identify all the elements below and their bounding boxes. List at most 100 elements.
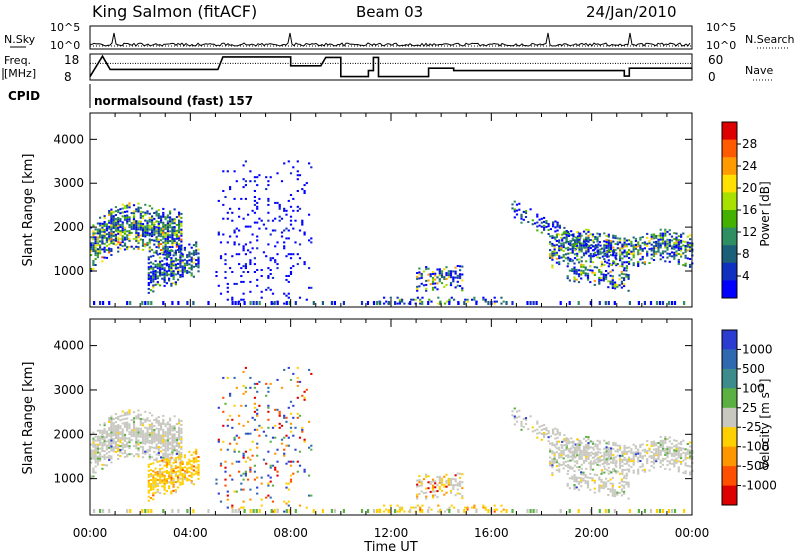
data-cell [244, 243, 247, 246]
data-cell [114, 437, 117, 439]
data-cell [94, 471, 97, 474]
data-cell [675, 246, 678, 249]
data-cell [190, 476, 193, 479]
data-cell [673, 247, 676, 250]
data-cell [429, 273, 432, 276]
data-cell [226, 298, 229, 301]
data-cell [251, 247, 254, 250]
data-cell [169, 210, 172, 213]
data-cell [292, 197, 295, 200]
data-cell [90, 451, 93, 454]
data-cell [437, 296, 440, 299]
data-cell [123, 236, 127, 239]
data-cell [150, 301, 153, 305]
data-cell [425, 475, 428, 478]
data-cell [247, 420, 250, 423]
data-cell [175, 233, 178, 236]
data-cell [92, 441, 95, 444]
data-cell [619, 444, 622, 447]
data-cell [576, 235, 580, 238]
data-cell [101, 431, 104, 434]
data-cell [648, 248, 651, 251]
data-cell [170, 474, 173, 477]
data-cell [607, 241, 610, 244]
data-cell [94, 459, 97, 462]
data-cell [175, 235, 178, 238]
data-cell [561, 446, 564, 449]
data-cell [166, 234, 169, 237]
data-cell [605, 481, 608, 484]
data-cell [117, 232, 120, 235]
data-cell [439, 509, 442, 513]
data-cell [641, 236, 644, 239]
data-cell [242, 452, 245, 455]
data-cell [666, 450, 669, 453]
data-cell [121, 225, 124, 228]
data-cell [267, 267, 270, 270]
data-cell [607, 450, 610, 453]
data-cell [137, 220, 140, 223]
data-cell [135, 443, 138, 446]
data-cell [102, 509, 105, 513]
data-cell [96, 254, 99, 257]
data-cell [132, 431, 136, 434]
data-cell [162, 237, 165, 240]
data-cell [589, 462, 592, 465]
colorbar-swatch [722, 446, 737, 467]
data-cell [564, 253, 567, 256]
data-cell [271, 229, 275, 232]
data-cell [664, 439, 667, 442]
data-cell [103, 440, 106, 443]
data-cell [419, 302, 422, 305]
x-tick-label: 20:00 [574, 526, 609, 540]
data-cell [235, 282, 238, 285]
data-cell [101, 467, 104, 470]
data-cell [141, 438, 145, 441]
data-cell [256, 278, 259, 281]
data-cell [108, 456, 111, 459]
data-cell [641, 465, 644, 468]
data-cell [147, 479, 150, 482]
data-cell [99, 230, 102, 233]
data-cell [612, 459, 615, 462]
data-cell [285, 237, 288, 240]
data-cell [587, 456, 590, 459]
data-cell [128, 439, 131, 442]
data-cell [668, 245, 671, 247]
data-cell [166, 435, 169, 438]
data-cell [123, 435, 127, 438]
data-cell [418, 273, 421, 276]
data-cell [632, 459, 635, 462]
data-cell [283, 368, 286, 371]
data-cell [224, 253, 227, 256]
data-cell [580, 260, 583, 263]
data-cell [253, 478, 256, 481]
data-cell [398, 510, 401, 513]
data-cell [303, 231, 306, 234]
data-cell [165, 272, 168, 275]
data-cell [103, 215, 106, 218]
data-cell [114, 427, 117, 430]
data-cell [244, 184, 247, 187]
data-cell [166, 214, 169, 217]
data-cell [310, 241, 313, 244]
data-cell [270, 301, 273, 305]
data-cell [128, 239, 131, 242]
data-cell [154, 266, 157, 268]
data-cell [165, 270, 168, 273]
data-cell [646, 252, 649, 255]
data-cell [256, 476, 259, 479]
data-cell [267, 390, 270, 393]
data-cell [294, 509, 297, 513]
data-cell [308, 446, 311, 449]
data-cell [262, 458, 265, 461]
data-cell [686, 249, 689, 252]
data-cell [555, 465, 558, 468]
data-cell [144, 227, 147, 230]
data-cell [94, 457, 97, 460]
data-cell [128, 237, 131, 240]
data-cell [110, 226, 113, 229]
data-cell [605, 442, 608, 445]
data-cell [625, 446, 628, 449]
data-cell [267, 197, 270, 200]
